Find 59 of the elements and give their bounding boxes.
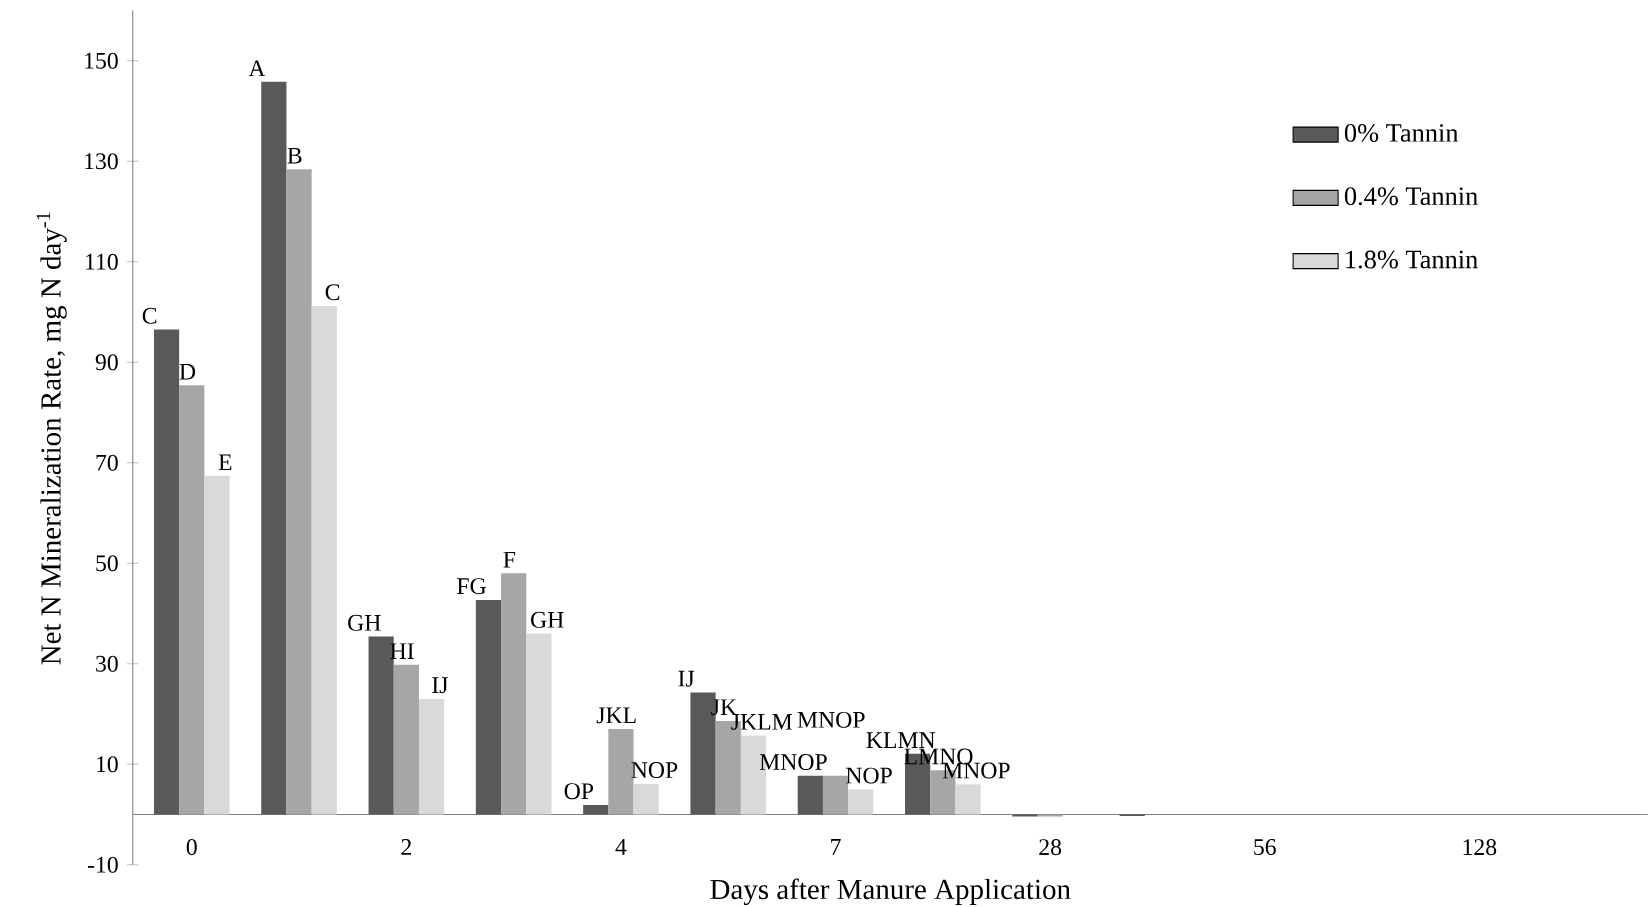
bar <box>526 633 552 815</box>
bar <box>153 329 180 815</box>
data-label: IJ <box>678 670 695 687</box>
x-tick-label: 128 <box>1463 839 1497 856</box>
y-tick-label: 90 <box>95 354 118 371</box>
x-tick-label: 2 <box>401 839 411 855</box>
bar <box>311 306 337 815</box>
y-tick-label: -10 <box>87 856 118 873</box>
y-tick-label: 10 <box>97 756 118 773</box>
data-label: C <box>325 284 340 301</box>
y-tick-label: 130 <box>85 153 118 170</box>
data-label: OP <box>564 783 594 800</box>
data-label: MNOP <box>759 754 827 771</box>
data-label: GH <box>531 611 564 628</box>
x-tick-label: 0 <box>186 839 197 856</box>
data-label: D <box>179 364 196 380</box>
bar <box>955 784 981 815</box>
data-label: IJ <box>432 677 448 694</box>
bar <box>1037 814 1063 817</box>
bar <box>797 775 823 815</box>
data-label: E <box>218 454 232 471</box>
data-label: FG <box>457 578 486 595</box>
bar <box>286 169 312 815</box>
y-axis-title: Net N Mineralization Rate, mg N day$^{-1}$ <box>36 212 67 665</box>
x-axis-title: Days after Manure Application <box>710 878 1071 906</box>
y-tick-label: 30 <box>96 655 118 672</box>
x-tick-label: 7 <box>831 839 841 855</box>
bar <box>179 385 205 815</box>
data-label: B <box>287 148 302 164</box>
bar <box>261 81 287 815</box>
bar <box>1012 814 1038 817</box>
bar <box>475 600 502 815</box>
bar <box>848 789 874 815</box>
bar <box>583 805 609 815</box>
y-tick-label: 110 <box>86 253 118 270</box>
bar <box>204 475 230 815</box>
data-label: JKL <box>596 707 636 724</box>
bar <box>633 783 659 815</box>
x-tick-label: 56 <box>1254 839 1276 856</box>
bar <box>501 573 527 815</box>
data-label: JKLM <box>731 714 793 730</box>
data-label: KLMN <box>866 732 936 749</box>
legend-label: 0.4% Tannin <box>1344 187 1478 206</box>
data-label: F <box>503 552 516 568</box>
data-label: C <box>142 307 157 324</box>
data-label: NOP <box>846 767 892 784</box>
data-label: A <box>248 60 266 77</box>
x-tick-label: 28 <box>1039 839 1062 856</box>
y-tick-label: 150 <box>85 52 118 69</box>
x-tick-label: 4 <box>615 839 627 855</box>
data-label: NOP <box>631 762 678 779</box>
legend-label: 0% Tannin <box>1344 124 1459 143</box>
y-tick-label: 70 <box>96 454 118 471</box>
data-label: GH <box>348 615 381 631</box>
y-tick-label: 50 <box>96 555 118 572</box>
bar <box>393 664 419 815</box>
data-label: MNOP <box>797 712 865 728</box>
bar <box>418 699 445 815</box>
legend-label: 1.8% Tannin <box>1346 250 1478 269</box>
